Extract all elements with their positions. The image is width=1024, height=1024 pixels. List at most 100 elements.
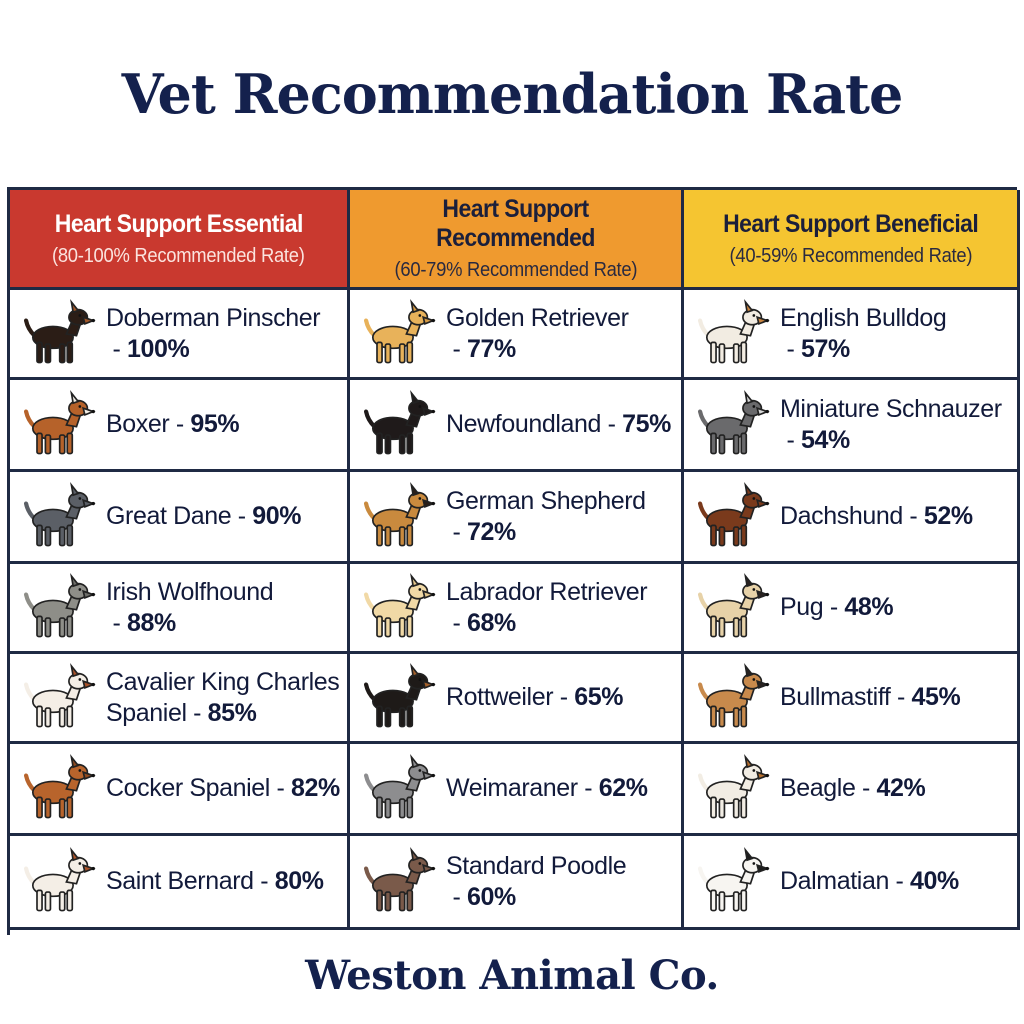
breed-rate: 77%	[467, 334, 516, 363]
german-shepherd-icon	[356, 475, 440, 559]
breed-separator: -	[553, 683, 575, 711]
breed-cell-irish-wolfhound: Irish Wolfhound - 88%	[10, 564, 350, 654]
breed-label: Miniature Schnauzer - 54%	[780, 394, 1017, 456]
breed-rate: 48%	[844, 593, 894, 621]
breed-name: Newfoundland	[446, 410, 602, 438]
column-header-range: (80-100% Recommended Rate)	[52, 244, 305, 267]
breed-name: Dalmatian	[780, 867, 889, 895]
beagle-icon	[690, 747, 774, 831]
breed-separator: -	[780, 334, 802, 363]
breed-separator: -	[186, 698, 208, 727]
breed-label: Rottweiler - 65%	[446, 682, 681, 713]
breed-rate: 88%	[127, 608, 176, 637]
breed-separator: -	[269, 774, 291, 802]
brand-name: Weston Animal Co.	[305, 952, 719, 999]
boxer-icon	[16, 383, 100, 467]
breed-separator: -	[446, 334, 468, 363]
breed-separator: -	[890, 683, 912, 711]
breed-name: Miniature Schnauzer	[780, 394, 1002, 423]
poodle-icon	[356, 840, 440, 924]
breed-separator: -	[446, 882, 468, 911]
breed-separator: -	[855, 774, 877, 802]
breed-separator: -	[106, 608, 128, 637]
breed-cell-labrador-retriever: Labrador Retriever - 68%	[350, 564, 684, 654]
breed-label: Cocker Spaniel - 82%	[106, 773, 347, 804]
breed-label: Pug - 48%	[780, 592, 1017, 623]
breed-name: Doberman Pinscher	[106, 303, 321, 332]
breed-cell-golden-retriever: Golden Retriever - 77%	[350, 290, 684, 380]
breed-cell-saint-bernard: Saint Bernard - 80%	[10, 836, 350, 930]
breed-label: Labrador Retriever - 68%	[446, 577, 681, 639]
page-title: Vet Recommendation Rate	[121, 62, 904, 126]
breed-label: Standard Poodle - 60%	[446, 851, 681, 913]
breed-rate: 52%	[923, 502, 973, 530]
breed-label: Great Dane - 90%	[106, 501, 347, 532]
column-header-title: Heart Support Essential	[54, 209, 303, 238]
breed-rate: 60%	[467, 882, 516, 911]
weimaraner-icon	[356, 747, 440, 831]
breed-cell-cavalier-king-charles-spaniel: Cavalier King Charles Spaniel - 85%	[10, 654, 350, 744]
breed-separator: -	[888, 867, 910, 895]
breed-rate: 80%	[274, 867, 324, 895]
breed-name: Standard Poodle	[446, 851, 627, 880]
breed-separator: -	[823, 593, 845, 621]
breed-label: Beagle - 42%	[780, 773, 1017, 804]
breed-cell-miniature-schnauzer: Miniature Schnauzer - 54%	[684, 380, 1020, 472]
breed-rate: 95%	[190, 410, 240, 438]
breed-cell-standard-poodle: Standard Poodle - 60%	[350, 836, 684, 930]
breed-cell-pug: Pug - 48%	[684, 564, 1020, 654]
breed-cell-doberman-pinscher: Doberman Pinscher - 100%	[10, 290, 350, 380]
breed-name: Bullmastiff	[780, 683, 891, 711]
column-header-heart-support-beneficial: Heart Support Beneficial (40-59% Recommen…	[684, 190, 1020, 290]
breed-separator: -	[253, 867, 275, 895]
breed-separator: -	[577, 774, 599, 802]
breed-label: Weimaraner - 62%	[446, 773, 681, 804]
breed-rate: 68%	[467, 608, 516, 637]
column-header-title: Heart Support Beneficial	[722, 209, 979, 238]
breed-label: Irish Wolfhound - 88%	[106, 577, 347, 639]
breed-label: Dachshund - 52%	[780, 501, 1017, 532]
breed-cell-rottweiler: Rottweiler - 65%	[350, 654, 684, 744]
breed-rate: 42%	[876, 774, 926, 802]
breed-label: Cavalier King Charles Spaniel - 85%	[106, 667, 347, 729]
breed-separator: -	[446, 608, 468, 637]
dachshund-icon	[690, 475, 774, 559]
breed-name: Irish Wolfhound	[106, 577, 274, 606]
breed-name: Weimaraner	[446, 774, 578, 802]
saint-bernard-icon	[16, 840, 100, 924]
breed-name: German Shepherd	[446, 486, 646, 515]
breed-cell-great-dane: Great Dane - 90%	[10, 472, 350, 564]
breed-rate: 75%	[622, 410, 671, 438]
irish-wolfhound-icon	[16, 566, 100, 650]
breed-separator: -	[106, 334, 128, 363]
breed-name: Pug	[780, 593, 824, 621]
breed-name: Beagle	[780, 774, 856, 802]
breed-rate: 57%	[801, 334, 850, 363]
newfoundland-icon	[356, 383, 440, 467]
breed-name: English Bulldog	[780, 303, 947, 332]
breed-name: Labrador Retriever	[446, 577, 648, 606]
breed-name: Cavalier King Charles Spaniel	[106, 667, 340, 727]
breed-rate: 45%	[911, 683, 961, 711]
breed-name: Golden Retriever	[446, 303, 629, 332]
breed-cell-bullmastiff: Bullmastiff - 45%	[684, 654, 1020, 744]
breed-label: Dalmatian - 40%	[780, 866, 1017, 897]
breed-cell-german-shepherd: German Shepherd - 72%	[350, 472, 684, 564]
column-header-heart-support-essential: Heart Support Essential (80-100% Recommen…	[10, 190, 350, 290]
breed-rate: 90%	[252, 502, 302, 530]
breed-label: Newfoundland - 75%	[446, 409, 681, 440]
breed-separator: -	[601, 410, 623, 438]
breed-rate: 82%	[290, 774, 340, 802]
breed-name: Boxer	[106, 410, 170, 438]
column-header-range: (40-59% Recommended Rate)	[729, 244, 972, 267]
breed-rate: 65%	[574, 683, 624, 711]
breed-cell-english-bulldog: English Bulldog - 57%	[684, 290, 1020, 380]
breed-cell-newfoundland: Newfoundland - 75%	[350, 380, 684, 472]
breed-rate: 100%	[127, 334, 190, 363]
breed-name: Great Dane	[106, 502, 232, 530]
cocker-spaniel-icon	[16, 747, 100, 831]
breed-rate: 62%	[598, 774, 648, 802]
column-header-range: (60-79% Recommended Rate)	[394, 259, 637, 281]
breed-separator: -	[780, 425, 802, 454]
breed-cell-cocker-spaniel: Cocker Spaniel - 82%	[10, 744, 350, 836]
